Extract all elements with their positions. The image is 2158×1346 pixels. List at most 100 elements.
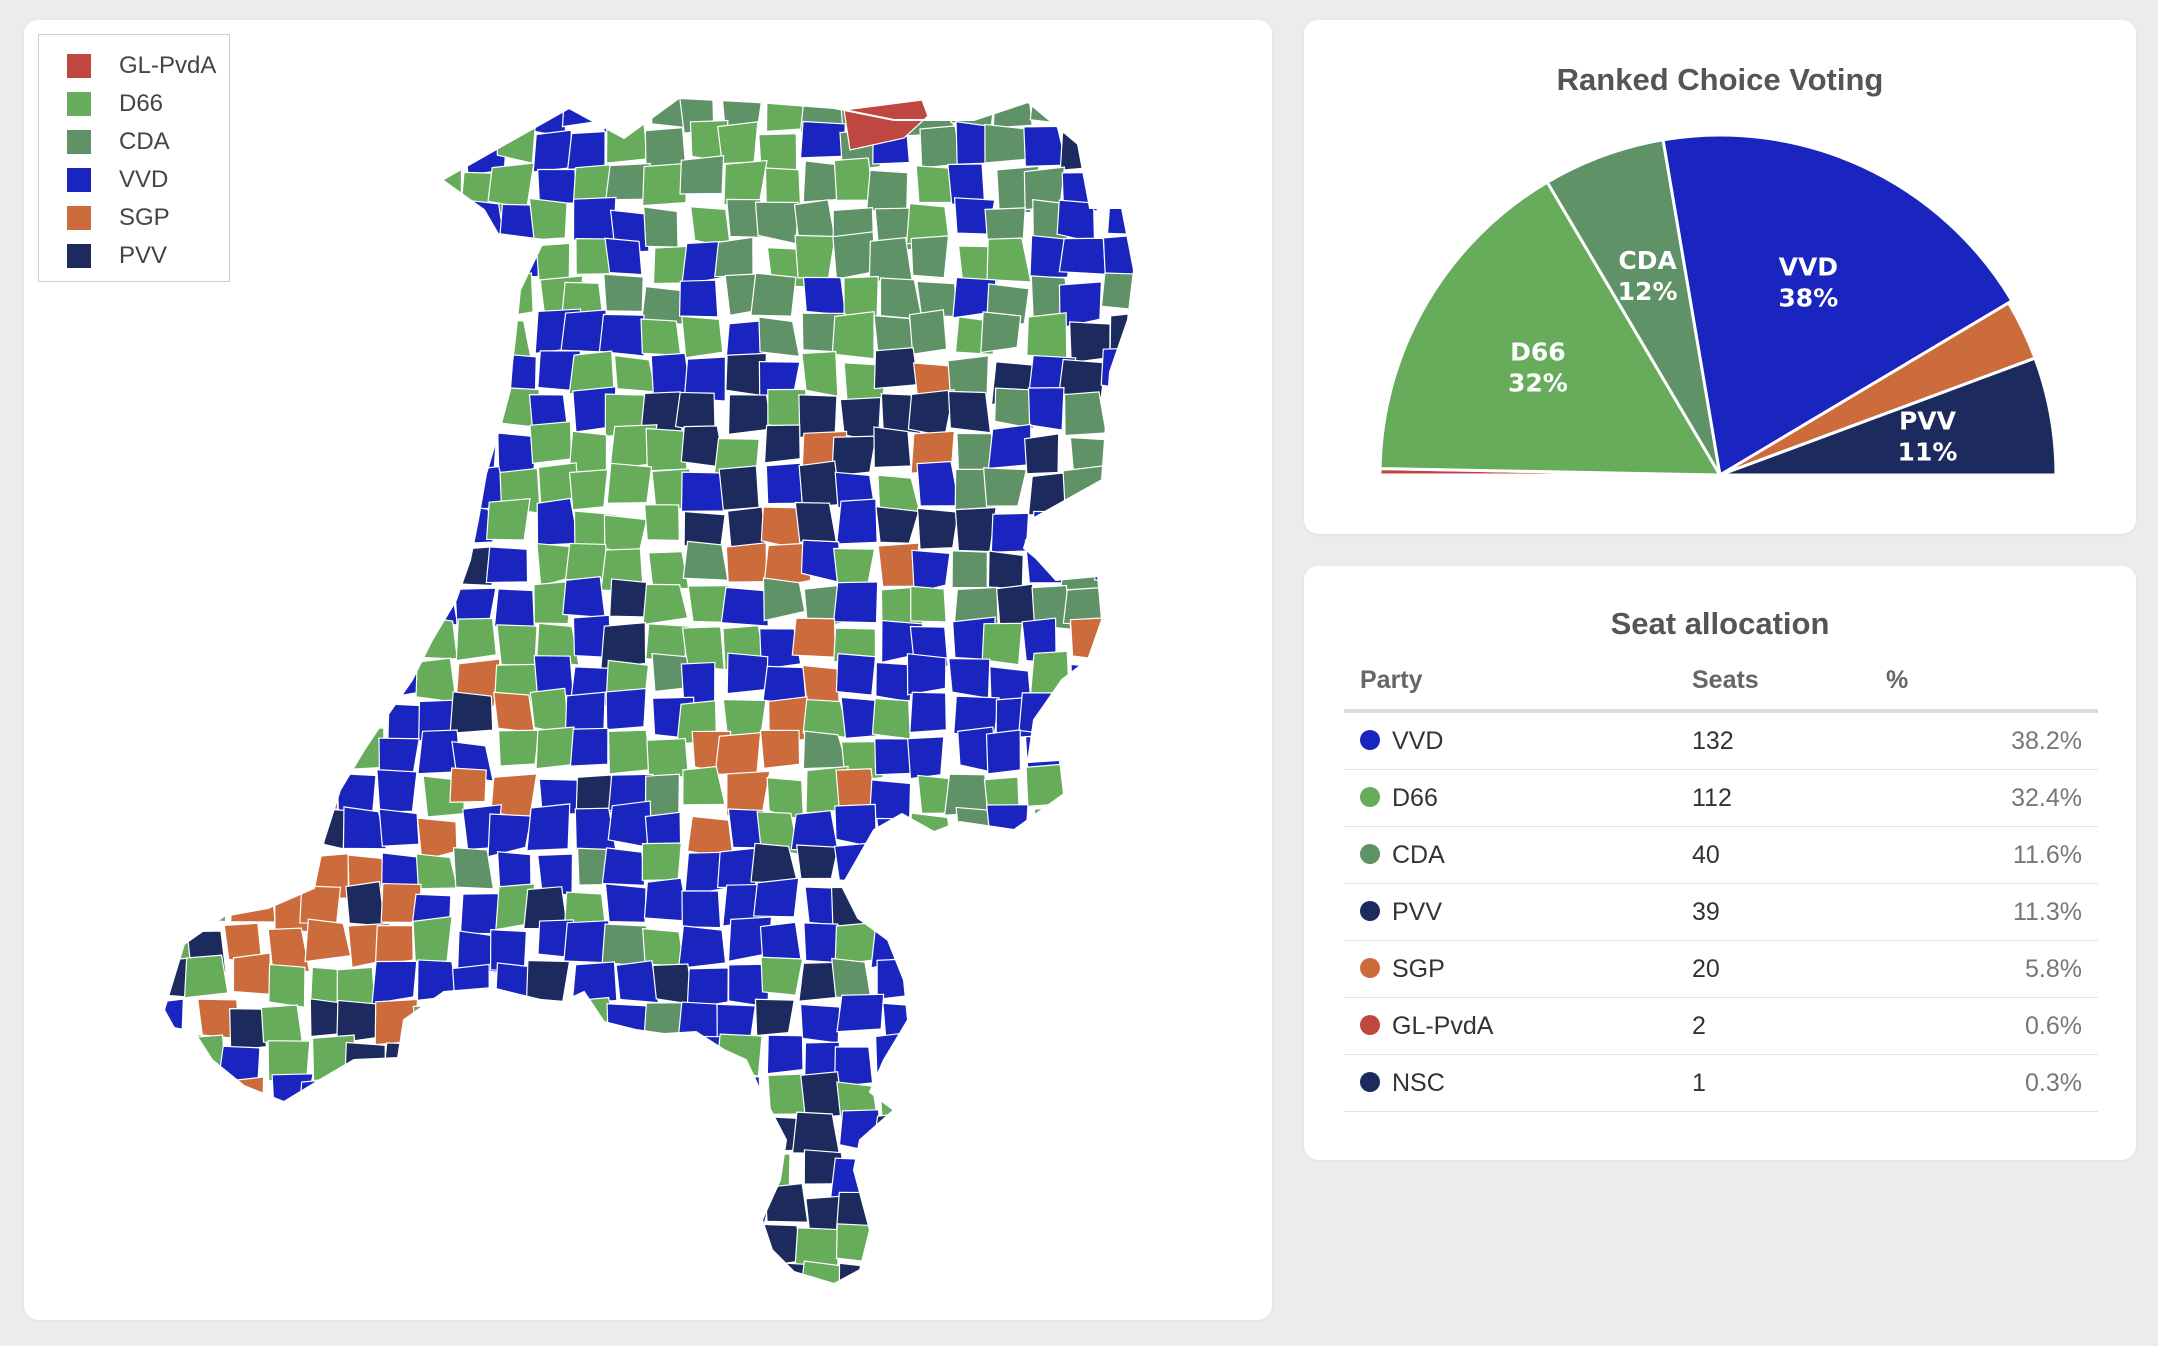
municipality-region[interactable] (794, 501, 838, 544)
municipality-region[interactable] (189, 853, 236, 890)
municipality-region[interactable] (421, 1158, 465, 1195)
municipality-region[interactable] (342, 806, 388, 850)
municipality-region[interactable] (235, 842, 279, 887)
municipality-region[interactable] (881, 887, 926, 931)
municipality-region[interactable] (611, 1187, 651, 1229)
municipality-region[interactable] (1104, 1191, 1147, 1236)
municipality-region[interactable] (379, 539, 424, 578)
municipality-region[interactable] (265, 429, 308, 471)
municipality-region[interactable] (984, 123, 1029, 164)
municipality-region[interactable] (305, 197, 343, 241)
municipality-region[interactable] (160, 764, 202, 811)
municipality-region[interactable] (791, 617, 836, 658)
municipality-region[interactable] (378, 242, 422, 285)
municipality-region[interactable] (371, 960, 418, 1005)
municipality-region[interactable] (1145, 894, 1181, 933)
municipality-region[interactable] (1018, 1261, 1059, 1303)
municipality-region[interactable] (341, 86, 378, 128)
municipality-region[interactable] (917, 1071, 955, 1108)
municipality-region[interactable] (918, 1112, 962, 1161)
municipality-region[interactable] (994, 387, 1035, 430)
municipality-region[interactable] (834, 803, 878, 849)
municipality-region[interactable] (913, 1041, 958, 1085)
municipality-region[interactable] (868, 1229, 913, 1274)
municipality-region[interactable] (752, 877, 800, 918)
municipality-region[interactable] (1066, 504, 1109, 541)
municipality-region[interactable] (1018, 692, 1065, 737)
municipality-region[interactable] (640, 318, 682, 356)
municipality-region[interactable] (956, 1117, 1000, 1163)
municipality-region[interactable] (222, 626, 262, 671)
municipality-region[interactable] (1143, 283, 1186, 322)
municipality-region[interactable] (682, 1272, 719, 1314)
municipality-region[interactable] (235, 311, 280, 360)
municipality-region[interactable] (1033, 510, 1073, 549)
municipality-region[interactable] (679, 1222, 728, 1268)
municipality-region[interactable] (183, 954, 229, 999)
municipality-region[interactable] (1141, 847, 1181, 886)
municipality-region[interactable] (910, 919, 951, 966)
municipality-region[interactable] (452, 847, 495, 890)
municipality-region[interactable] (567, 1152, 613, 1192)
municipality-region[interactable] (191, 624, 233, 668)
municipality-region[interactable] (953, 1227, 997, 1272)
municipality-region[interactable] (603, 92, 644, 134)
municipality-region[interactable] (1139, 236, 1178, 274)
municipality-region[interactable] (1141, 1155, 1182, 1201)
municipality-region[interactable] (1105, 740, 1142, 778)
municipality-region[interactable] (641, 842, 682, 881)
municipality-region[interactable] (424, 311, 469, 355)
municipality-region[interactable] (652, 1262, 696, 1302)
municipality-region[interactable] (195, 388, 238, 429)
municipality-region[interactable] (1097, 922, 1141, 968)
municipality-region[interactable] (416, 1075, 455, 1123)
municipality-region[interactable] (538, 1232, 583, 1277)
municipality-region[interactable] (496, 851, 532, 889)
municipality-region[interactable] (269, 462, 315, 506)
municipality-region[interactable] (569, 727, 609, 767)
municipality-region[interactable] (413, 470, 452, 513)
municipality-region[interactable] (297, 1112, 345, 1156)
municipality-region[interactable] (373, 627, 413, 668)
municipality-region[interactable] (909, 691, 947, 734)
legend-item[interactable]: D66 (67, 85, 229, 123)
municipality-region[interactable] (907, 388, 955, 438)
municipality-region[interactable] (501, 1078, 544, 1126)
municipality-region[interactable] (643, 206, 679, 248)
municipality-region[interactable] (341, 1077, 387, 1116)
municipality-region[interactable] (1141, 1116, 1181, 1159)
municipality-region[interactable] (415, 89, 461, 136)
municipality-region[interactable] (1095, 699, 1141, 746)
municipality-region[interactable] (613, 354, 657, 393)
municipality-region[interactable] (153, 733, 194, 777)
municipality-region[interactable] (263, 132, 307, 176)
municipality-region[interactable] (344, 1041, 386, 1086)
municipality-region[interactable] (988, 888, 1033, 936)
municipality-region[interactable] (1065, 1183, 1109, 1222)
municipality-region[interactable] (271, 278, 316, 322)
municipality-region[interactable] (981, 622, 1023, 666)
municipality-region[interactable] (790, 809, 839, 852)
municipality-region[interactable] (222, 768, 263, 807)
municipality-region[interactable] (227, 276, 273, 312)
municipality-region[interactable] (803, 922, 840, 964)
municipality-region[interactable] (831, 435, 877, 477)
municipality-region[interactable] (723, 1221, 762, 1268)
municipality-region[interactable] (980, 311, 1022, 354)
municipality-region[interactable] (492, 272, 534, 320)
municipality-region[interactable] (1020, 1120, 1061, 1160)
municipality-region[interactable] (1029, 650, 1070, 697)
municipality-region[interactable] (458, 1228, 500, 1273)
municipality-region[interactable] (446, 96, 491, 138)
municipality-region[interactable] (229, 1109, 271, 1150)
legend-item[interactable]: VVD (67, 161, 229, 199)
municipality-region[interactable] (1140, 549, 1180, 590)
municipality-region[interactable] (1140, 1220, 1181, 1266)
municipality-region[interactable] (682, 765, 726, 806)
municipality-region[interactable] (947, 390, 992, 434)
municipality-region[interactable] (224, 581, 263, 618)
municipality-region[interactable] (227, 397, 265, 441)
municipality-region[interactable] (951, 550, 988, 589)
municipality-region[interactable] (261, 1232, 302, 1278)
municipality-region[interactable] (911, 1235, 952, 1278)
